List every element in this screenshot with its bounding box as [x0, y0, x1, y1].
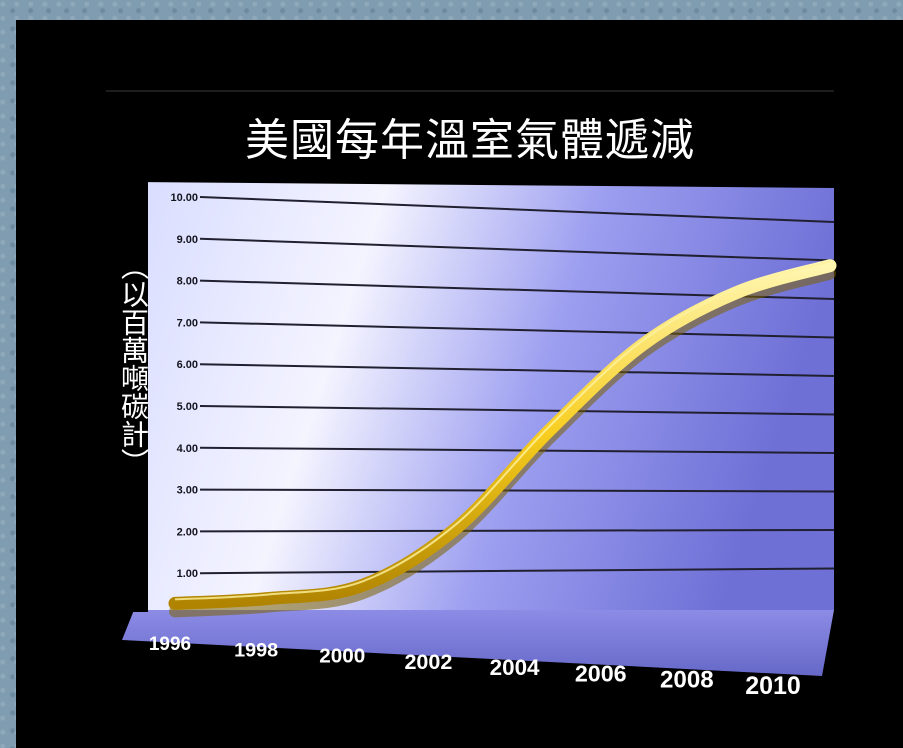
x-tick-label: 1998: [234, 639, 278, 661]
y-tick-label: 3.00: [177, 485, 198, 497]
gridline: [199, 567, 835, 575]
gridline: [199, 321, 835, 339]
chart-floor: [122, 610, 834, 676]
title-bar: 美國每年溫室氣體遞減: [106, 90, 834, 179]
y-tick-label: 2.00: [177, 526, 198, 538]
y-axis-label-box: （以百萬噸碳計）: [110, 180, 150, 612]
x-tick-label: 2006: [575, 660, 627, 686]
x-tick-label: 2002: [404, 649, 452, 674]
x-tick-label: 2010: [745, 672, 801, 700]
y-tick-label: 1.00: [177, 568, 198, 580]
gridline: [199, 237, 835, 262]
series-line-highlight: [174, 260, 831, 601]
gridline: [199, 446, 835, 454]
y-tick-label: 10.00: [170, 192, 198, 204]
gridline: [199, 196, 835, 223]
y-axis-label: （以百萬噸碳計）: [117, 252, 150, 476]
y-tick-label: 9.00: [177, 234, 198, 246]
series-line: [168, 259, 837, 610]
y-tick-label: 5.00: [177, 401, 198, 413]
x-tick-label: 2004: [490, 655, 540, 680]
y-tick-label: 6.00: [177, 359, 198, 371]
x-tick-label: 1996: [149, 634, 191, 655]
x-tick-label: 2000: [319, 645, 365, 668]
chart-back-wall: [134, 182, 834, 610]
chart-title: 美國每年溫室氣體遞減: [245, 114, 695, 166]
gridline: [199, 405, 835, 416]
gridline: [199, 529, 835, 533]
gridline: [199, 488, 835, 493]
y-tick-label: 7.00: [177, 317, 198, 329]
x-tick-label: 2008: [660, 667, 714, 694]
gridline: [199, 363, 835, 377]
y-tick-label: 8.00: [177, 276, 198, 288]
y-tick-label: 4.00: [177, 443, 198, 455]
